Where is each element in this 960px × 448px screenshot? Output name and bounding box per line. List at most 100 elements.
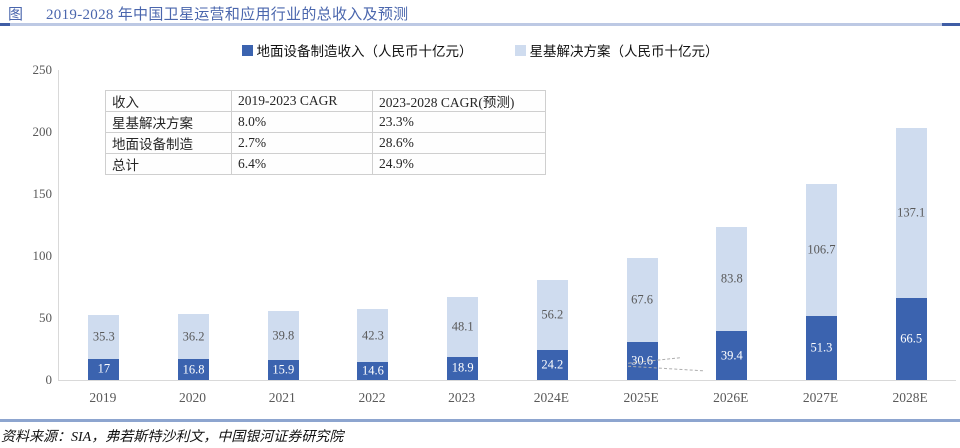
bar-value-label: 66.5: [900, 331, 923, 346]
bar-value-label: 67.6: [631, 292, 653, 307]
cagr-table-header-cell: 2023-2028 CAGR(预测): [372, 90, 546, 112]
bar-value-label: 39.4: [720, 348, 743, 363]
x-axis-label-2019: 2019: [89, 390, 117, 405]
bar-segment-ground-equipment: 51.3: [805, 316, 837, 380]
figure-title: 2019-2028 年中国卫星运营和应用行业的总收入及预测: [46, 7, 409, 23]
legend-item-ground-equipment: 地面设备制造收入（人民币十亿元）: [241, 40, 473, 60]
cagr-table-cell: 2.7%: [231, 132, 373, 154]
bar-segment-ground-equipment: 18.9: [447, 356, 479, 380]
bar-value-label: 83.8: [720, 271, 743, 286]
x-axis-label-2021: 2021: [268, 390, 296, 405]
footer-divider: [0, 419, 960, 422]
bar-value-label: 30.6: [631, 353, 653, 368]
bar-segment-ground-equipment: 66.5: [895, 297, 927, 380]
figure-tag: 图: [8, 7, 24, 23]
bar-value-label: 16.8: [182, 362, 205, 377]
y-axis-tick-100: 100: [32, 248, 53, 263]
header-divider: [0, 23, 960, 26]
bar-value-label: 39.8: [272, 328, 295, 343]
bar-segment-satellite-solutions: 67.6: [626, 258, 658, 343]
cagr-table-row: 总计 6.4% 24.9%: [105, 153, 546, 175]
bar-segment-ground-equipment: 24.2: [536, 350, 568, 380]
cagr-table-cell: 总计: [105, 153, 232, 175]
bar-value-label: 137.1: [897, 205, 926, 220]
legend-swatch-satellite: [514, 44, 526, 56]
bar-segment-ground-equipment: 16.8: [178, 359, 210, 380]
bar-group-2021: 39.8 15.9: [267, 310, 299, 380]
bar-value-label: 17: [97, 361, 111, 376]
y-axis-tick-200: 200: [32, 124, 53, 139]
bar-group-2020: 36.2 16.8: [178, 314, 210, 380]
bar-segment-satellite-solutions: 35.3: [88, 315, 120, 359]
bar-group-2024E: 56.2 24.2: [536, 280, 568, 380]
cagr-table-row: 星基解决方案 8.0% 23.3%: [105, 111, 546, 133]
chart-legend: 地面设备制造收入（人民币十亿元） 星基解决方案（人民币十亿元）: [0, 40, 960, 60]
bar-value-label: 35.3: [92, 329, 115, 344]
x-axis-label-2023: 2023: [448, 390, 476, 405]
cagr-table-cell: 地面设备制造: [105, 132, 232, 154]
y-axis-tick-0: 0: [45, 372, 53, 387]
bar-value-label: 15.9: [272, 362, 295, 377]
bar-value-label: 36.2: [182, 329, 205, 344]
x-axis-label-2026E: 2026E: [713, 390, 749, 405]
y-axis-tick-250: 250: [32, 62, 53, 77]
bar-segment-satellite-solutions: 42.3: [357, 309, 389, 362]
bar-segment-satellite-solutions: 137.1: [895, 127, 927, 298]
bar-segment-satellite-solutions: 36.2: [178, 314, 210, 360]
x-axis-label-2028E: 2028E: [892, 390, 928, 405]
bar-value-label: 106.7: [807, 242, 836, 257]
cagr-table: 收入 2019-2023 CAGR 2023-2028 CAGR(预测) 星基解决方…: [105, 90, 546, 175]
cagr-table-cell: 28.6%: [372, 132, 546, 154]
bar-group-2023: 48.1 18.9: [447, 296, 479, 380]
bar-value-label: 24.2: [541, 357, 564, 372]
cagr-table-body: 星基解决方案 8.0% 23.3% 地面设备制造 2.7% 28.6% 总计 6.4% 24.9…: [105, 111, 546, 175]
source-note: 资料来源：SIA，弗若斯特沙利文，中国银河证券研究院: [1, 430, 344, 445]
bar-value-label: 14.6: [362, 363, 384, 378]
x-axis-labels: 2019 2020 2021 2022 2023 2024E 2025E 2026E 2027E…: [58, 390, 955, 406]
y-axis-tick-150: 150: [32, 186, 53, 201]
bar-value-label: 51.3: [810, 340, 833, 355]
bar-segment-ground-equipment: 39.4: [716, 331, 748, 380]
bar-segment-satellite-solutions: 56.2: [536, 280, 568, 350]
legend-item-satellite-solutions: 星基解决方案（人民币十亿元）: [514, 40, 719, 60]
cagr-table-cell: 星基解决方案: [105, 111, 232, 133]
cagr-table-header-row: 收入 2019-2023 CAGR 2023-2028 CAGR(预测): [105, 90, 546, 112]
bar-segment-satellite-solutions: 48.1: [447, 296, 479, 357]
bar-value-label: 18.9: [451, 360, 474, 375]
bar-group-2028E: 137.1 66.5: [895, 127, 927, 380]
bar-segment-ground-equipment: 30.6: [626, 342, 658, 380]
bar-segment-ground-equipment: 14.6: [357, 361, 389, 380]
bar-group-2019: 35.3 17: [88, 315, 120, 380]
bar-segment-ground-equipment: 17: [88, 358, 120, 380]
bar-value-label: 42.3: [362, 328, 384, 343]
header-divider-right-cap: [942, 23, 960, 26]
plot-area: 35.3 17 36.2 16.8 39.8 15.9 42.3 14.6 48.1 18.9 56…: [58, 70, 956, 381]
y-axis: 0 50 100 150 200 250: [0, 62, 53, 387]
cagr-table-cell: 23.3%: [372, 111, 546, 133]
cagr-table-row: 地面设备制造 2.7% 28.6%: [105, 132, 546, 154]
cagr-table-cell: 6.4%: [231, 153, 373, 175]
bar-group-2027E: 106.7 51.3: [805, 184, 837, 380]
bar-value-label: 56.2: [541, 307, 564, 322]
bar-segment-satellite-solutions: 39.8: [267, 310, 299, 361]
cagr-table-header-cell: 2019-2023 CAGR: [231, 90, 373, 112]
bar-segment-satellite-solutions: 83.8: [716, 227, 748, 332]
bar-group-2025E: 67.6 30.6: [626, 258, 658, 380]
x-axis-label-2025E: 2025E: [623, 390, 659, 405]
bar-segment-ground-equipment: 15.9: [267, 360, 299, 380]
bar-value-label: 48.1: [451, 319, 474, 334]
x-axis-label-2024E: 2024E: [533, 390, 569, 405]
cagr-table-cell: 24.9%: [372, 153, 546, 175]
header-divider-left-cap: [0, 23, 10, 26]
x-axis-label-2020: 2020: [179, 390, 207, 405]
legend-label-satellite: 星基解决方案（人民币十亿元）: [529, 44, 719, 59]
cagr-table-cell: 8.0%: [231, 111, 373, 133]
x-axis-label-2022: 2022: [358, 390, 386, 405]
bar-group-2022: 42.3 14.6: [357, 309, 389, 380]
cagr-table-head: 收入 2019-2023 CAGR 2023-2028 CAGR(预测): [105, 90, 546, 112]
cagr-table-header-cell: 收入: [105, 90, 232, 112]
x-axis-label-2027E: 2027E: [802, 390, 839, 405]
bar-group-2026E: 83.8 39.4: [716, 227, 748, 380]
bar-segment-satellite-solutions: 106.7: [805, 184, 837, 317]
